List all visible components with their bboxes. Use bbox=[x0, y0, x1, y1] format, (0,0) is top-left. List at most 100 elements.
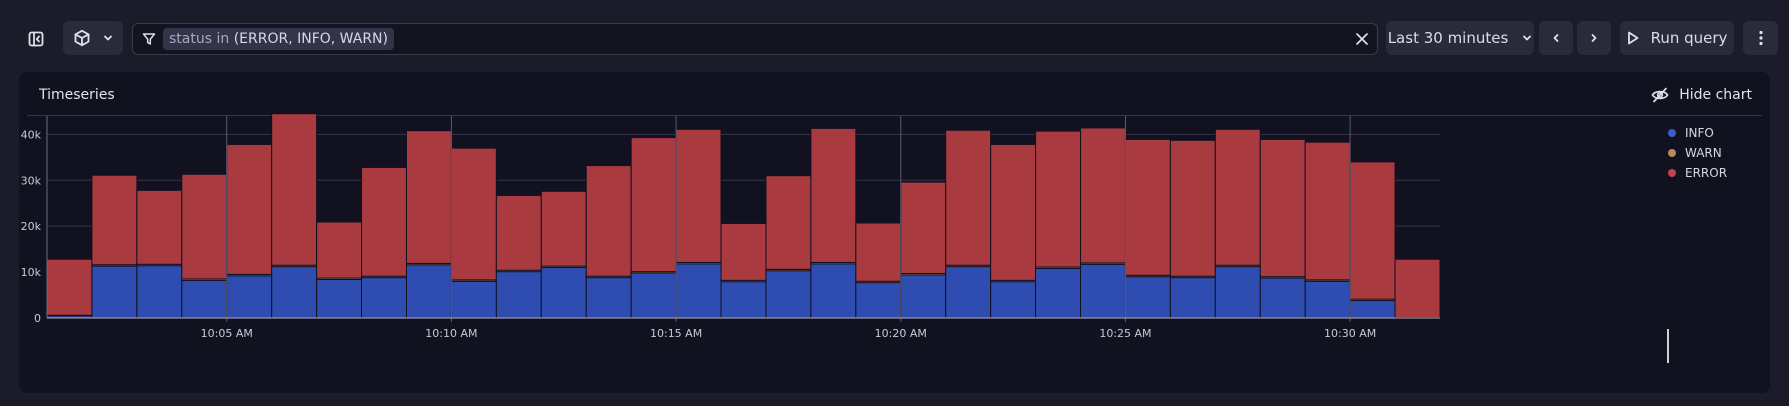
bar-info bbox=[450, 280, 497, 319]
bar-error bbox=[91, 174, 138, 266]
panel-title: Timeseries bbox=[39, 87, 115, 103]
sidebar-toggle-button[interactable] bbox=[19, 24, 53, 54]
chart-legend: INFO WARN ERROR bbox=[1668, 123, 1727, 183]
timeseries-panel: Timeseries Hide chart 0 10k 20k 30k 40k 10:05… bbox=[19, 72, 1770, 393]
more-options-button[interactable] bbox=[1743, 21, 1778, 55]
bar-error bbox=[1124, 138, 1171, 276]
bar-error bbox=[226, 143, 273, 275]
bar-info bbox=[495, 271, 542, 319]
y-tick-label: 10k bbox=[21, 266, 42, 279]
y-tick-label: 20k bbox=[21, 220, 42, 233]
filter-bar[interactable]: status in (ERROR, INFO, WARN) bbox=[132, 23, 1378, 55]
legend-label-info: INFO bbox=[1685, 126, 1714, 140]
filter-chip[interactable]: status in (ERROR, INFO, WARN) bbox=[163, 28, 394, 50]
bar-info bbox=[271, 266, 318, 319]
legend-label-error: ERROR bbox=[1685, 166, 1728, 180]
sidebar-collapse-icon bbox=[28, 31, 44, 47]
bar-info bbox=[136, 265, 183, 319]
bar-error bbox=[1349, 161, 1396, 300]
bar-info bbox=[181, 279, 228, 319]
chevron-down-icon bbox=[1523, 35, 1532, 41]
y-tick-label: 0 bbox=[34, 312, 41, 325]
bar-error bbox=[1214, 128, 1261, 266]
bar-info bbox=[945, 266, 992, 319]
play-icon bbox=[1627, 31, 1638, 45]
bar-info bbox=[540, 267, 587, 319]
filter-icon bbox=[142, 33, 156, 45]
run-query-label: Run query bbox=[1650, 29, 1728, 47]
time-range-label: Last 30 minutes bbox=[1387, 29, 1509, 47]
bar-info bbox=[1080, 263, 1126, 319]
bar-error bbox=[1259, 138, 1306, 278]
bar-info bbox=[720, 281, 767, 319]
bar-info bbox=[316, 278, 363, 319]
time-next-button[interactable] bbox=[1577, 21, 1611, 55]
bar-info bbox=[1304, 280, 1351, 319]
bar-error bbox=[46, 258, 93, 316]
legend-dot-error bbox=[1668, 169, 1676, 177]
bar-info bbox=[630, 272, 677, 319]
bar-error bbox=[630, 137, 677, 273]
bar-info bbox=[585, 277, 632, 319]
time-range-button[interactable]: Last 30 minutes bbox=[1386, 21, 1534, 55]
legend-scrollbar[interactable] bbox=[1667, 329, 1669, 363]
bar-info bbox=[990, 281, 1037, 319]
bar-error bbox=[540, 190, 587, 267]
bar-error bbox=[810, 127, 857, 263]
bar-info bbox=[405, 264, 452, 319]
timeseries-chart: 0 10k 20k 30k 40k 10:05 AM 10:10 AM 10:15 AM 10:… bbox=[21, 113, 1441, 340]
bar-error bbox=[720, 222, 767, 281]
cube-icon bbox=[74, 29, 90, 47]
bar-error bbox=[316, 221, 363, 279]
chevron-right-icon bbox=[1591, 34, 1597, 42]
x-tick-label: 10:30 AM bbox=[1324, 327, 1376, 340]
close-icon[interactable] bbox=[1355, 32, 1369, 46]
bar-info bbox=[675, 263, 722, 319]
bar-info bbox=[765, 270, 812, 319]
bar-error bbox=[495, 194, 542, 271]
legend-dot-info bbox=[1668, 129, 1676, 137]
y-tick-label: 40k bbox=[21, 128, 42, 141]
time-prev-button[interactable] bbox=[1539, 21, 1573, 55]
run-query-button[interactable]: Run query bbox=[1620, 21, 1734, 55]
bar-error bbox=[990, 143, 1037, 281]
bar-error bbox=[361, 166, 407, 277]
bar-info bbox=[1035, 267, 1082, 319]
panel-divider bbox=[27, 115, 1762, 116]
bar-error bbox=[585, 165, 632, 277]
toolbar: status in (ERROR, INFO, WARN) Last 30 mi… bbox=[0, 0, 1789, 78]
bar-info bbox=[361, 277, 407, 319]
source-selector-button[interactable] bbox=[63, 21, 123, 55]
legend-dot-warn bbox=[1668, 149, 1676, 157]
bar-error bbox=[675, 128, 722, 263]
legend-label-warn: WARN bbox=[1685, 146, 1722, 160]
bar-error bbox=[405, 130, 452, 264]
legend-item-info[interactable]: INFO bbox=[1668, 123, 1727, 143]
bar-info bbox=[226, 275, 273, 319]
bar-error bbox=[1035, 130, 1082, 268]
x-tick-label: 10:15 AM bbox=[650, 327, 702, 340]
bar-info bbox=[1124, 276, 1171, 319]
hide-chart-label: Hide chart bbox=[1679, 87, 1752, 103]
filter-chip-key: status in bbox=[169, 31, 230, 47]
hide-chart-button[interactable]: Hide chart bbox=[1651, 84, 1752, 106]
bar-info bbox=[1259, 277, 1306, 319]
bar-info bbox=[1214, 266, 1261, 319]
bar-error bbox=[271, 113, 318, 266]
filter-chip-value: (ERROR, INFO, WARN) bbox=[233, 31, 388, 47]
bar-error bbox=[855, 222, 902, 282]
chevron-down-icon bbox=[104, 35, 112, 41]
bar-info bbox=[855, 282, 902, 319]
bar-info bbox=[91, 265, 138, 319]
legend-item-error[interactable]: ERROR bbox=[1668, 163, 1727, 183]
bar-error bbox=[1169, 139, 1216, 277]
bar-error bbox=[765, 175, 812, 270]
x-tick-label: 10:10 AM bbox=[425, 327, 477, 340]
y-tick-label: 30k bbox=[21, 174, 42, 187]
chevron-left-icon bbox=[1553, 34, 1559, 42]
bar-info bbox=[810, 263, 857, 319]
bar-error bbox=[1394, 258, 1441, 319]
bar-error bbox=[181, 173, 228, 280]
bar-info bbox=[1349, 300, 1396, 319]
legend-item-warn[interactable]: WARN bbox=[1668, 143, 1727, 163]
